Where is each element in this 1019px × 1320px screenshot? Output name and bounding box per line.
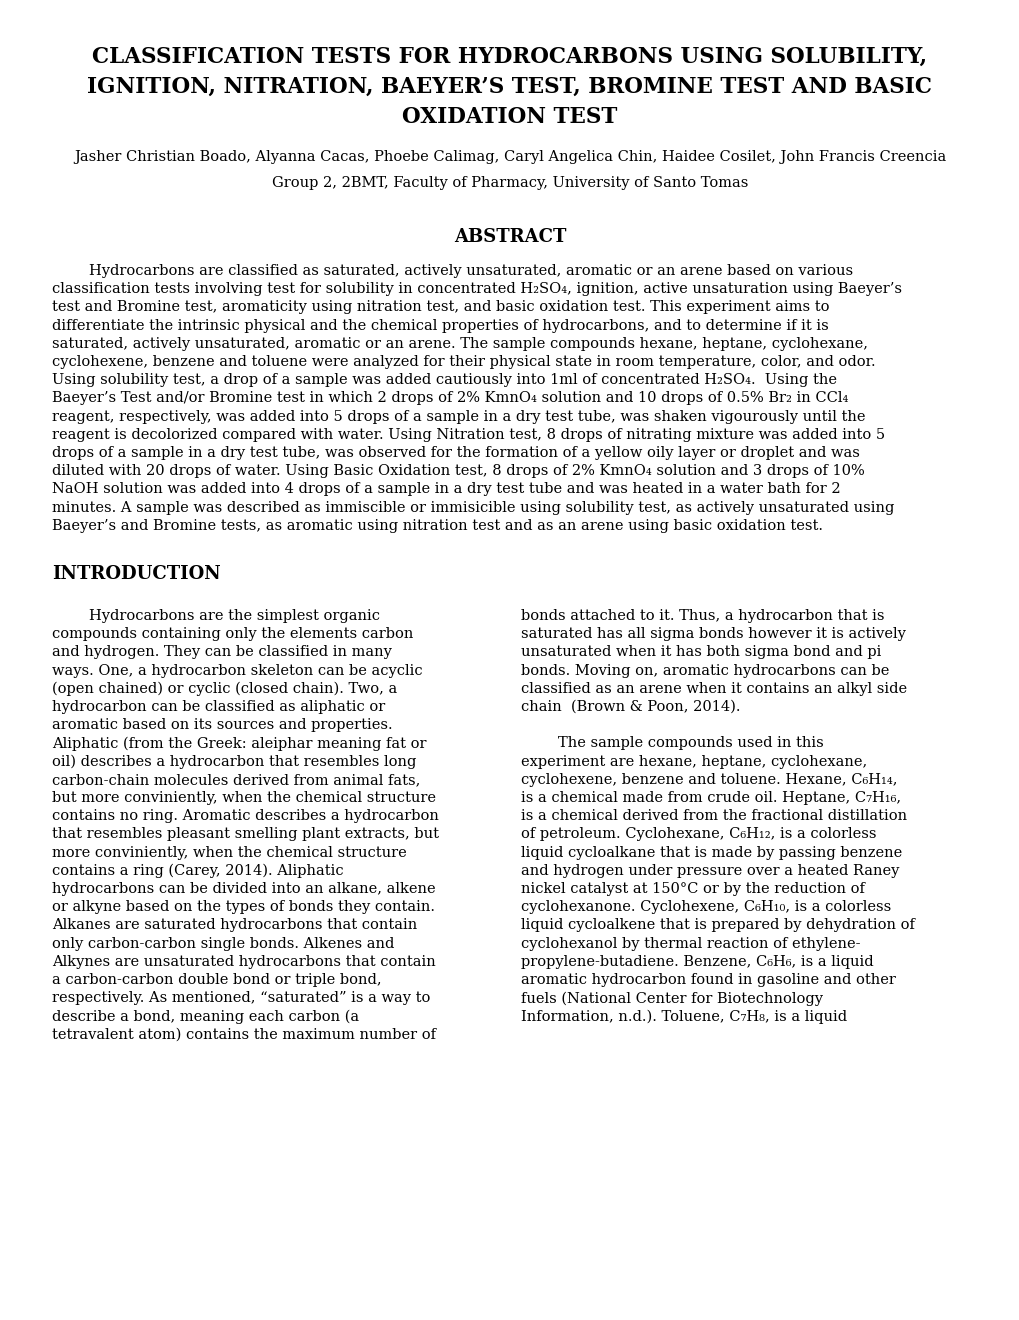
Text: aromatic hydrocarbon found in gasoline and other: aromatic hydrocarbon found in gasoline a… [521,973,895,987]
Text: Baeyer’s and Bromine tests, as aromatic using nitration test and as an arene usi: Baeyer’s and Bromine tests, as aromatic … [52,519,822,533]
Text: describe a bond, meaning each carbon (a: describe a bond, meaning each carbon (a [52,1010,359,1024]
Text: Information, n.d.). Toluene, C₇H₈, is a liquid: Information, n.d.). Toluene, C₇H₈, is a … [521,1010,847,1024]
Text: is a chemical made from crude oil. Heptane, C₇H₁₆,: is a chemical made from crude oil. Hepta… [521,791,900,805]
Text: ways. One, a hydrocarbon skeleton can be acyclic: ways. One, a hydrocarbon skeleton can be… [52,664,422,677]
Text: diluted with 20 drops of water. Using Basic Oxidation test, 8 drops of 2% KmnO₄ : diluted with 20 drops of water. Using Ba… [52,465,864,478]
Text: cyclohexene, benzene and toluene were analyzed for their physical state in room : cyclohexene, benzene and toluene were an… [52,355,874,370]
Text: liquid cycloalkane that is made by passing benzene: liquid cycloalkane that is made by passi… [521,846,902,859]
Text: Group 2, 2BMT, Faculty of Pharmacy, University of Santo Tomas: Group 2, 2BMT, Faculty of Pharmacy, Univ… [271,176,748,190]
Text: Hydrocarbons are the simplest organic: Hydrocarbons are the simplest organic [52,609,380,623]
Text: Baeyer’s Test and/or Bromine test in which 2 drops of 2% KmnO₄ solution and 10 d: Baeyer’s Test and/or Bromine test in whi… [52,392,848,405]
Text: but more conviniently, when the chemical structure: but more conviniently, when the chemical… [52,791,435,805]
Text: respectively. As mentioned, “saturated” is a way to: respectively. As mentioned, “saturated” … [52,991,430,1006]
Text: more conviniently, when the chemical structure: more conviniently, when the chemical str… [52,846,407,859]
Text: saturated has all sigma bonds however it is actively: saturated has all sigma bonds however it… [521,627,905,642]
Text: ABSTRACT: ABSTRACT [453,228,566,246]
Text: Hydrocarbons are classified as saturated, actively unsaturated, aromatic or an a: Hydrocarbons are classified as saturated… [52,264,852,279]
Text: Alkynes are unsaturated hydrocarbons that contain: Alkynes are unsaturated hydrocarbons tha… [52,954,435,969]
Text: Jasher Christian Boado, Alyanna Cacas, Phoebe Calimag, Caryl Angelica Chin, Haid: Jasher Christian Boado, Alyanna Cacas, P… [73,150,946,164]
Text: test and Bromine test, aromaticity using nitration test, and basic oxidation tes: test and Bromine test, aromaticity using… [52,301,828,314]
Text: and hydrogen under pressure over a heated Raney: and hydrogen under pressure over a heate… [521,863,899,878]
Text: tetravalent atom) contains the maximum number of: tetravalent atom) contains the maximum n… [52,1027,435,1041]
Text: (open chained) or cyclic (closed chain). Two, a: (open chained) or cyclic (closed chain).… [52,682,396,696]
Text: is a chemical derived from the fractional distillation: is a chemical derived from the fractiona… [521,809,906,824]
Text: saturated, actively unsaturated, aromatic or an arene. The sample compounds hexa: saturated, actively unsaturated, aromati… [52,337,867,351]
Text: chain  (Brown & Poon, 2014).: chain (Brown & Poon, 2014). [521,700,740,714]
Text: and hydrogen. They can be classified in many: and hydrogen. They can be classified in … [52,645,391,660]
Text: classification tests involving test for solubility in concentrated H₂SO₄, igniti: classification tests involving test for … [52,282,901,296]
Text: INTRODUCTION: INTRODUCTION [52,565,220,583]
Text: contains no ring. Aromatic describes a hydrocarbon: contains no ring. Aromatic describes a h… [52,809,438,824]
Text: of petroleum. Cyclohexane, C₆H₁₂, is a colorless: of petroleum. Cyclohexane, C₆H₁₂, is a c… [521,828,875,841]
Text: hydrocarbons can be divided into an alkane, alkene: hydrocarbons can be divided into an alka… [52,882,435,896]
Text: unsaturated when it has both sigma bond and pi: unsaturated when it has both sigma bond … [521,645,880,660]
Text: compounds containing only the elements carbon: compounds containing only the elements c… [52,627,413,642]
Text: OXIDATION TEST: OXIDATION TEST [401,106,618,128]
Text: propylene-butadiene. Benzene, C₆H₆, is a liquid: propylene-butadiene. Benzene, C₆H₆, is a… [521,954,872,969]
Text: cyclohexanol by thermal reaction of ethylene-: cyclohexanol by thermal reaction of ethy… [521,937,860,950]
Text: oil) describes a hydrocarbon that resembles long: oil) describes a hydrocarbon that resemb… [52,755,416,770]
Text: bonds. Moving on, aromatic hydrocarbons can be: bonds. Moving on, aromatic hydrocarbons … [521,664,889,677]
Text: minutes. A sample was described as immiscible or immisicible using solubility te: minutes. A sample was described as immis… [52,500,894,515]
Text: cyclohexanone. Cyclohexene, C₆H₁₀, is a colorless: cyclohexanone. Cyclohexene, C₆H₁₀, is a … [521,900,891,915]
Text: CLASSIFICATION TESTS FOR HYDROCARBONS USING SOLUBILITY,: CLASSIFICATION TESTS FOR HYDROCARBONS US… [93,46,926,69]
Text: carbon-chain molecules derived from animal fats,: carbon-chain molecules derived from anim… [52,772,420,787]
Text: nickel catalyst at 150°C or by the reduction of: nickel catalyst at 150°C or by the reduc… [521,882,864,896]
Text: Using solubility test, a drop of a sample was added cautiously into 1ml of conce: Using solubility test, a drop of a sampl… [52,374,837,387]
Text: drops of a sample in a dry test tube, was observed for the formation of a yellow: drops of a sample in a dry test tube, wa… [52,446,859,459]
Text: IGNITION, NITRATION, BAEYER’S TEST, BROMINE TEST AND BASIC: IGNITION, NITRATION, BAEYER’S TEST, BROM… [88,77,931,98]
Text: reagent, respectively, was added into 5 drops of a sample in a dry test tube, wa: reagent, respectively, was added into 5 … [52,409,865,424]
Text: Aliphatic (from the Greek: aleiphar meaning fat or: Aliphatic (from the Greek: aleiphar mean… [52,737,426,751]
Text: a carbon-carbon double bond or triple bond,: a carbon-carbon double bond or triple bo… [52,973,381,987]
Text: liquid cycloalkene that is prepared by dehydration of: liquid cycloalkene that is prepared by d… [521,919,914,932]
Text: Alkanes are saturated hydrocarbons that contain: Alkanes are saturated hydrocarbons that … [52,919,417,932]
Text: bonds attached to it. Thus, a hydrocarbon that is: bonds attached to it. Thus, a hydrocarbo… [521,609,883,623]
Text: cyclohexene, benzene and toluene. Hexane, C₆H₁₄,: cyclohexene, benzene and toluene. Hexane… [521,772,897,787]
Text: reagent is decolorized compared with water. Using Nitration test, 8 drops of nit: reagent is decolorized compared with wat… [52,428,884,442]
Text: aromatic based on its sources and properties.: aromatic based on its sources and proper… [52,718,392,733]
Text: hydrocarbon can be classified as aliphatic or: hydrocarbon can be classified as aliphat… [52,700,385,714]
Text: fuels (National Center for Biotechnology: fuels (National Center for Biotechnology [521,991,822,1006]
Text: that resembles pleasant smelling plant extracts, but: that resembles pleasant smelling plant e… [52,828,438,841]
Text: NaOH solution was added into 4 drops of a sample in a dry test tube and was heat: NaOH solution was added into 4 drops of … [52,482,840,496]
Text: classified as an arene when it contains an alkyl side: classified as an arene when it contains … [521,682,906,696]
Text: or alkyne based on the types of bonds they contain.: or alkyne based on the types of bonds th… [52,900,434,915]
Text: experiment are hexane, heptane, cyclohexane,: experiment are hexane, heptane, cyclohex… [521,755,866,768]
Text: only carbon-carbon single bonds. Alkenes and: only carbon-carbon single bonds. Alkenes… [52,937,394,950]
Text: contains a ring (Carey, 2014). Aliphatic: contains a ring (Carey, 2014). Aliphatic [52,863,343,878]
Text: The sample compounds used in this: The sample compounds used in this [521,737,823,750]
Text: differentiate the intrinsic physical and the chemical properties of hydrocarbons: differentiate the intrinsic physical and… [52,318,828,333]
